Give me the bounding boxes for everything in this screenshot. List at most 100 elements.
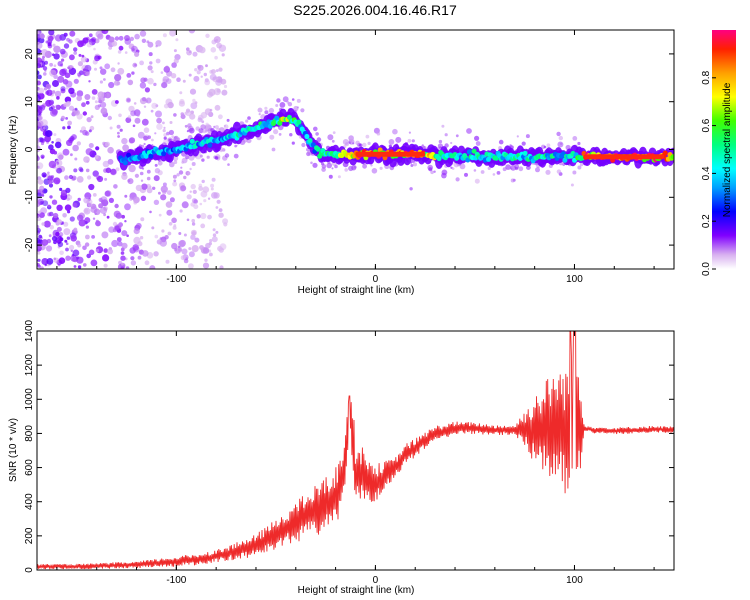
noise-dot [37, 63, 42, 69]
noise-dot [56, 204, 63, 211]
noise-dot [190, 183, 196, 190]
noise-dot [178, 232, 182, 235]
noise-dot [171, 217, 177, 224]
ridge-core [315, 146, 321, 152]
noise-dot [156, 117, 163, 124]
noise-dot [64, 204, 72, 211]
noise-dot [120, 266, 125, 269]
noise-dot [124, 203, 131, 211]
noise-dot [103, 248, 108, 253]
noise-dot [37, 115, 43, 121]
ridge-halo-dot [312, 162, 318, 168]
ridge-halo-dot [535, 167, 540, 173]
noise-dot [62, 126, 66, 130]
noise-dot [84, 217, 91, 224]
noise-dot [127, 79, 134, 86]
noise-dot [215, 206, 219, 209]
noise-dot [105, 141, 110, 147]
noise-speckle [37, 30, 586, 269]
noise-dot [95, 248, 100, 253]
noise-dot [82, 245, 87, 251]
noise-dot [178, 239, 186, 247]
ridge-halo-dot [332, 131, 336, 135]
noise-dot [95, 30, 103, 38]
noise-dot [97, 91, 105, 99]
noise-dot [162, 182, 167, 187]
snr-x-axis-label: Height of straight line (km) [298, 585, 415, 596]
noise-dot [49, 195, 53, 199]
noise-dot [223, 84, 228, 89]
ridge-halo-dot [411, 139, 415, 143]
spectrogram-x-axis-label: Height of straight line (km) [298, 285, 415, 296]
noise-dot [89, 125, 95, 131]
noise-dot [104, 92, 111, 99]
noise-dot [194, 101, 198, 105]
noise-dot [162, 33, 167, 38]
noise-dot [198, 186, 204, 191]
noise-dot [62, 148, 70, 156]
ridge-halo-dot [258, 113, 261, 116]
ridge-halo-dot [202, 130, 206, 134]
noise-dot [217, 245, 223, 252]
noise-dot [63, 228, 71, 236]
noise-dot [47, 212, 52, 217]
noise-dot [153, 251, 159, 257]
colorbar-ticks: 0.0 0.2 0.4 0.6 0.8 [701, 70, 716, 276]
noise-dot [104, 190, 111, 197]
ridge-halo-dot [296, 98, 301, 103]
noise-dot [88, 249, 95, 256]
noise-dot [92, 193, 97, 197]
noise-dot [120, 251, 125, 255]
noise-dot [124, 194, 128, 198]
ridge-halo-dot [166, 131, 170, 136]
ridge-halo-dot [344, 168, 349, 172]
noise-dot [118, 45, 124, 51]
noise-dot [201, 120, 205, 124]
noise-dot [85, 234, 90, 240]
noise-dot [42, 66, 48, 71]
noise-dot [56, 167, 62, 174]
ridge-halo-dot [214, 125, 219, 130]
noise-dot [118, 113, 122, 118]
noise-dot [38, 37, 45, 44]
noise-dot [173, 248, 178, 252]
noise-dot [199, 202, 203, 206]
noise-dot [69, 30, 76, 37]
ridge-core [662, 150, 668, 156]
ridge-halo-dot [487, 166, 491, 170]
noise-dot [190, 234, 196, 240]
noise-dot [197, 65, 201, 69]
noise-dot [105, 167, 112, 174]
noise-dot [95, 146, 100, 151]
noise-dot [88, 183, 95, 191]
noise-dot [76, 256, 84, 264]
snr-plot-area [37, 331, 674, 570]
noise-dot [115, 167, 120, 172]
noise-dot [102, 160, 110, 168]
noise-dot [128, 164, 136, 173]
ridge-halo-dot [413, 162, 417, 167]
noise-dot [41, 156, 44, 159]
noise-dot [137, 241, 143, 247]
noise-dot [60, 86, 66, 92]
ridge-core [471, 148, 477, 154]
noise-dot [82, 37, 89, 44]
noise-dot [50, 109, 58, 117]
ridge-halo-dot [293, 105, 299, 112]
noise-dot [65, 255, 71, 261]
noise-dot [42, 126, 46, 130]
noise-dot [97, 242, 101, 246]
ridge-halo-dot [379, 166, 383, 170]
noise-dot [158, 191, 161, 195]
noise-dot [179, 91, 183, 95]
noise-dot [37, 48, 41, 55]
noise-dot [37, 251, 41, 255]
ridge-halo-dot [439, 146, 442, 149]
ridge-halo-dot [220, 147, 225, 152]
noise-dot [147, 65, 153, 71]
noise-dot [72, 249, 80, 257]
noise-dot [48, 30, 55, 36]
noise-dot [160, 194, 167, 201]
ridge-halo-dot [505, 164, 511, 170]
noise-dot [184, 124, 188, 128]
